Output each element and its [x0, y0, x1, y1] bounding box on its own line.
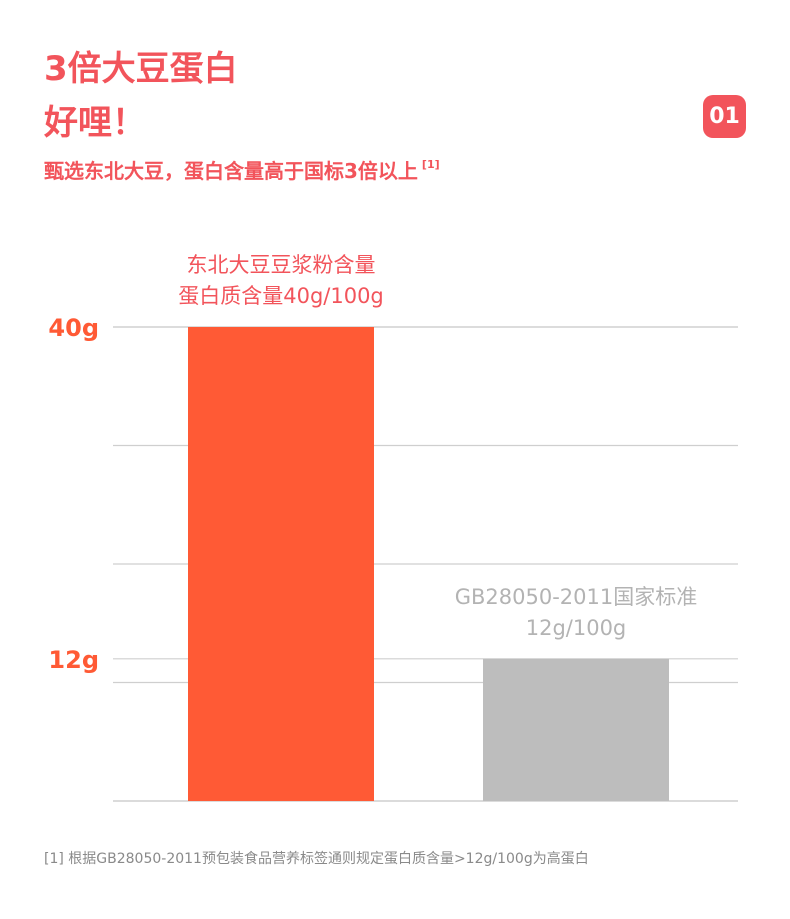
footnote: [1] 根据GB28050-2011预包装食品营养标签通则规定蛋白质含量>12g…	[44, 851, 589, 867]
subtitle-reference: [1]	[421, 158, 440, 171]
bar-data-label: 蛋白质含量40g/100g	[178, 284, 384, 308]
bar-data-label: GB28050-2011国家标准	[455, 585, 698, 609]
subtitle: 甄选东北大豆，蛋白含量高于国标3倍以上 [1]	[44, 158, 440, 183]
headline-line-1: 3倍大豆蛋白	[44, 49, 238, 89]
y-tick-label: 40g	[48, 314, 99, 342]
headline-line-2: 好哩！	[44, 103, 146, 143]
bar-data-label: 东北大豆豆浆粉含量	[187, 253, 376, 277]
bar-national-standard	[483, 658, 669, 801]
subtitle-text: 甄选东北大豆，蛋白含量高于国标3倍以上	[44, 159, 418, 183]
section-number-badge: 01	[703, 95, 746, 138]
y-tick-label: 12g	[48, 646, 99, 674]
bar-data-label: 12g/100g	[526, 616, 627, 640]
bar-soybean-powder	[188, 327, 374, 801]
